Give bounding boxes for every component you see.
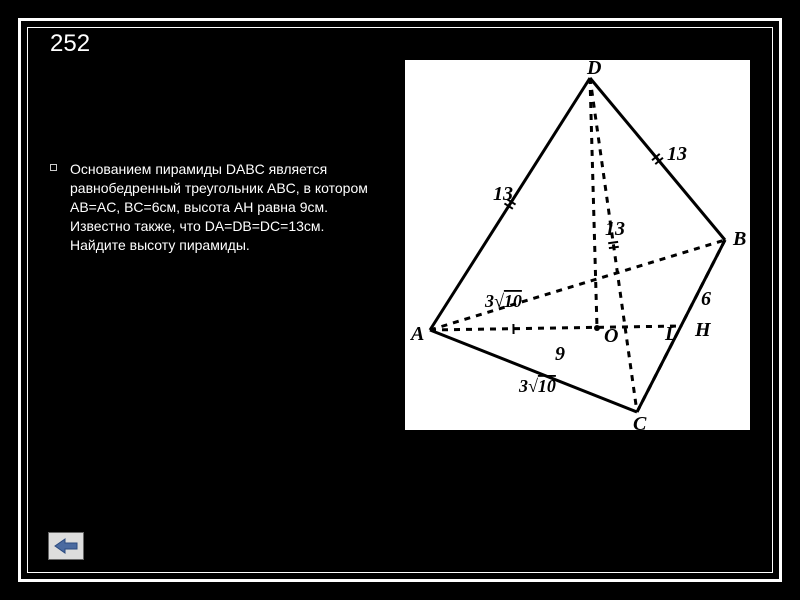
svg-text:6: 6 [701, 288, 711, 310]
svg-text:13: 13 [605, 218, 625, 240]
problem-body: Основанием пирамиды DABC является равноб… [70, 161, 368, 253]
problem-text: Основанием пирамиды DABC является равноб… [70, 160, 380, 254]
svg-text:13: 13 [667, 143, 687, 165]
svg-text:B: B [732, 228, 746, 250]
svg-text:H: H [694, 319, 712, 341]
svg-text:3√10: 3√10 [518, 376, 556, 396]
svg-text:A: A [409, 323, 424, 345]
svg-text:9: 9 [555, 343, 565, 365]
svg-text:L: L [664, 323, 677, 345]
bullet-icon [50, 164, 57, 171]
back-button[interactable] [48, 532, 84, 560]
svg-text:C: C [633, 413, 647, 430]
svg-text:D: D [586, 60, 601, 79]
arrow-left-icon [53, 537, 79, 555]
svg-text:O: O [604, 325, 618, 347]
problem-number: 252 [50, 30, 90, 58]
geometry-diagram: A B C D H O L 13 13 13 6 9 3√10 3√10 [405, 60, 750, 430]
svg-text:3√10: 3√10 [484, 291, 522, 311]
svg-text:13: 13 [493, 183, 513, 205]
